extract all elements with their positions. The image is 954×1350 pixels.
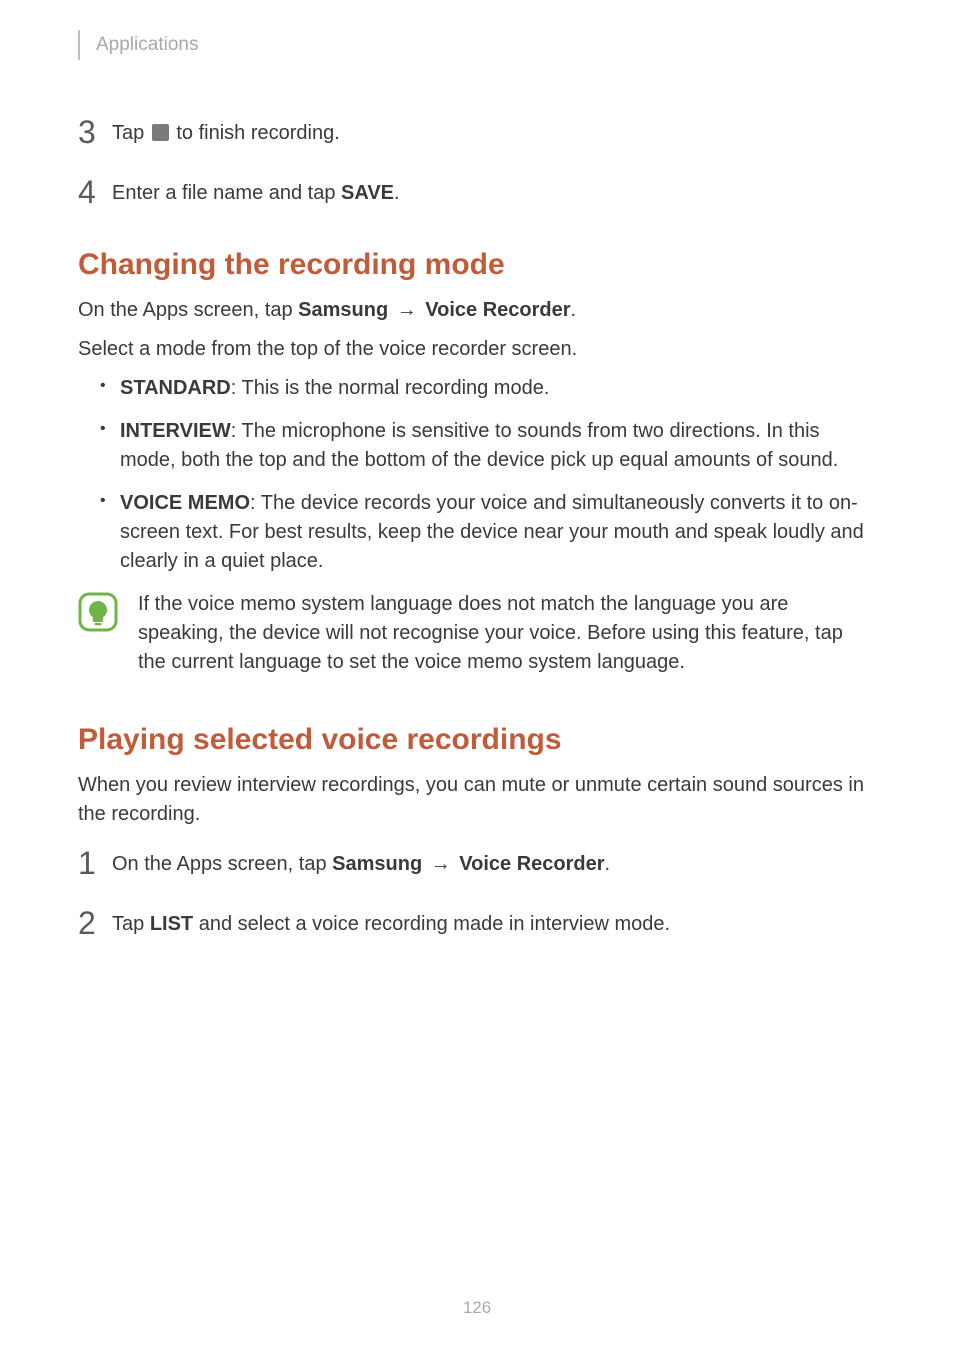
arrow-icon: → xyxy=(431,853,451,875)
step-number: 4 xyxy=(78,176,112,208)
app-name: Voice Recorder xyxy=(425,299,570,321)
page: Applications 3 Tap to finish recording. … xyxy=(0,0,954,1350)
list-item: VOICE MEMO: The device records your voic… xyxy=(96,489,876,576)
paragraph: When you review interview recordings, yo… xyxy=(78,771,876,829)
breadcrumb: Applications xyxy=(96,34,198,56)
step-body: On the Apps screen, tap Samsung → Voice … xyxy=(112,850,610,879)
header-divider xyxy=(78,30,80,60)
save-label: SAVE xyxy=(341,182,394,204)
section-heading: Changing the recording mode xyxy=(78,248,876,282)
text: and select a voice recording made in int… xyxy=(193,913,670,935)
note-callout: If the voice memo system language does n… xyxy=(78,590,876,677)
app-name: Samsung xyxy=(332,853,422,875)
app-name: Samsung xyxy=(298,299,388,321)
step-1: 1 On the Apps screen, tap Samsung → Voic… xyxy=(78,843,876,879)
step-number: 3 xyxy=(78,116,112,148)
text: . xyxy=(571,299,577,321)
text: : This is the normal recording mode. xyxy=(231,377,550,399)
list-label: LIST xyxy=(150,913,193,935)
paragraph: On the Apps screen, tap Samsung → Voice … xyxy=(78,296,876,325)
step-number: 1 xyxy=(78,847,112,879)
list-item: INTERVIEW: The microphone is sensitive t… xyxy=(96,417,876,475)
note-icon xyxy=(78,592,118,632)
page-header: Applications xyxy=(78,30,876,60)
text: . xyxy=(605,853,611,875)
step-number: 2 xyxy=(78,907,112,939)
list-item: STANDARD: This is the normal recording m… xyxy=(96,374,876,403)
paragraph: Select a mode from the top of the voice … xyxy=(78,335,876,364)
stop-icon xyxy=(152,124,169,141)
text: Tap xyxy=(112,913,150,935)
mode-name: STANDARD xyxy=(120,377,231,399)
mode-name: INTERVIEW xyxy=(120,420,231,442)
step-4: 4 Enter a file name and tap SAVE. xyxy=(78,172,876,208)
page-number: 126 xyxy=(0,1298,954,1318)
text: Tap xyxy=(112,122,150,144)
step-2: 2 Tap LIST and select a voice recording … xyxy=(78,903,876,939)
note-text: If the voice memo system language does n… xyxy=(138,590,876,677)
text: Enter a file name and tap xyxy=(112,182,341,204)
step-body: Tap LIST and select a voice recording ma… xyxy=(112,910,670,939)
step-body: Tap to finish recording. xyxy=(112,119,340,148)
section-heading: Playing selected voice recordings xyxy=(78,723,876,757)
app-name: Voice Recorder xyxy=(459,853,604,875)
arrow-icon: → xyxy=(397,299,417,321)
text: On the Apps screen, tap xyxy=(112,853,332,875)
mode-list: STANDARD: This is the normal recording m… xyxy=(96,374,876,576)
mode-name: VOICE MEMO xyxy=(120,492,250,514)
text: to finish recording. xyxy=(171,122,340,144)
step-body: Enter a file name and tap SAVE. xyxy=(112,179,400,208)
text: . xyxy=(394,182,400,204)
step-3: 3 Tap to finish recording. xyxy=(78,112,876,148)
text: On the Apps screen, tap xyxy=(78,299,298,321)
